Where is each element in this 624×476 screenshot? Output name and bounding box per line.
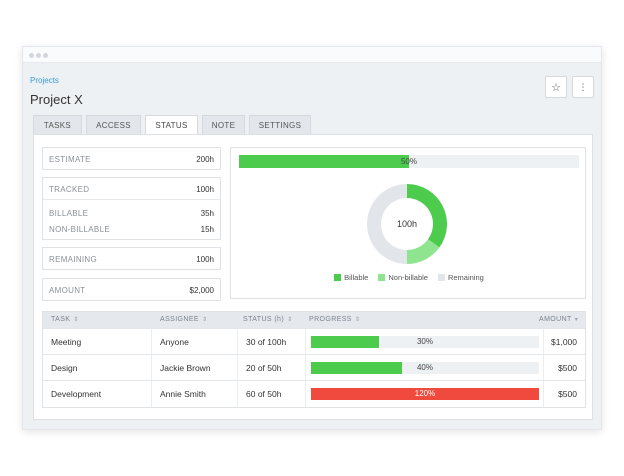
table-row[interactable]: Design Jackie Brown 20 of 50h 40% $500 [43, 354, 585, 381]
table-header: TASK ⇕ ASSIGNEE ⇕ STATUS (h) ⇕ PROGRESS ⇕ AM… [43, 312, 585, 328]
estimate-box: ESTIMATE 200h [42, 147, 221, 170]
task-progress-fill [311, 388, 539, 400]
chart-legend: Billable Non-billable Remaining [231, 273, 587, 282]
estimate-label: ESTIMATE [49, 155, 91, 164]
task-status: 30 of 100h [246, 337, 287, 347]
overall-progress-bar: 50% [239, 155, 579, 168]
task-assignee: Jackie Brown [160, 363, 211, 373]
amount-value: $2,000 [189, 286, 214, 295]
remaining-value: 100h [196, 255, 214, 264]
estimate-value: 200h [196, 155, 214, 164]
legend-swatch [334, 274, 342, 281]
favorite-button[interactable]: ☆ [545, 76, 567, 98]
tab-status[interactable]: STATUS [145, 115, 198, 135]
status-chart-card: 50% 100h Billable Non-billable Remaining [230, 147, 586, 299]
task-amount: $500 [558, 363, 577, 373]
task-progress-bar: 30% [311, 336, 539, 348]
legend-label: Billable [344, 273, 369, 282]
legend-item-remaining: Remaining [437, 273, 484, 282]
task-status: 60 of 50h [246, 389, 282, 399]
sort-icon: ⇕ [354, 317, 361, 323]
overall-progress-label: 50% [400, 157, 417, 166]
legend-swatch [378, 274, 386, 281]
time-donut-chart: 100h [367, 184, 447, 264]
sort-desc-icon: ▾ [574, 317, 579, 323]
task-name: Meeting [51, 337, 82, 347]
task-progress-bar: 40% [311, 362, 539, 374]
more-options-button[interactable]: ⋮ [572, 76, 594, 98]
breadcrumb[interactable]: Projects [30, 76, 59, 85]
sort-icon: ⇕ [287, 317, 293, 323]
header-progress[interactable]: PROGRESS ⇕ [309, 316, 361, 323]
tracked-box: TRACKED 100h BILLABLE 35h NON-BILLABLE 1… [42, 177, 221, 240]
task-name: Design [51, 363, 78, 373]
sort-icon: ⇕ [202, 317, 208, 323]
donut-slice-billable [407, 184, 447, 248]
task-progress-label: 40% [416, 363, 433, 372]
task-progress-label: 30% [416, 337, 433, 346]
tab-settings[interactable]: SETTINGS [249, 115, 311, 134]
legend-label: Remaining [447, 273, 484, 282]
task-progress-fill [311, 362, 403, 374]
status-panel: ESTIMATE 200h TRACKED 100h BILLABLE 35h … [33, 134, 593, 420]
tracked-label: TRACKED [49, 185, 90, 194]
non-billable-label: NON-BILLABLE [49, 225, 110, 234]
billable-label: BILLABLE [49, 209, 89, 218]
task-progress-fill [311, 336, 380, 348]
donut-slice-remaining [367, 184, 407, 264]
legend-item-billable: Billable [334, 273, 368, 282]
legend-item-non-billable: Non-billable [378, 273, 428, 282]
header-status[interactable]: STATUS (h) ⇕ [243, 316, 293, 323]
billable-value: 35h [200, 209, 214, 218]
non-billable-value: 15h [200, 225, 214, 234]
window-titlebar [23, 47, 601, 63]
tracked-value: 100h [196, 185, 214, 194]
header-assignee[interactable]: ASSIGNEE ⇕ [160, 316, 208, 323]
header-amount[interactable]: AMOUNT ▾ [539, 316, 579, 323]
tab-access[interactable]: ACCESS [86, 115, 141, 134]
task-name: Development [51, 389, 102, 399]
legend-label: Non-billable [388, 273, 428, 282]
task-assignee: Annie Smith [160, 389, 206, 399]
remaining-label: REMAINING [49, 255, 98, 264]
star-icon: ☆ [551, 81, 561, 94]
task-progress-bar: 120% [311, 388, 539, 400]
donut-center-label: 100h [397, 219, 417, 229]
more-vertical-icon: ⋮ [578, 82, 588, 92]
header-task[interactable]: TASK ⇕ [51, 316, 79, 323]
window-dot-icon [43, 53, 48, 58]
donut-slice-non-billable [407, 239, 440, 264]
task-status: 20 of 50h [246, 363, 282, 373]
task-assignee: Anyone [160, 337, 189, 347]
sort-icon: ⇕ [73, 317, 79, 323]
legend-swatch [437, 274, 445, 281]
amount-box: AMOUNT $2,000 [42, 278, 221, 301]
table-row[interactable]: Meeting Anyone 30 of 100h 30% $1,000 [43, 328, 585, 355]
overall-progress-fill [239, 155, 409, 168]
task-amount: $1,000 [551, 337, 577, 347]
tab-tasks[interactable]: TASKS [33, 115, 82, 134]
app-window: Projects Project X ☆ ⋮ TASKS ACCESS STAT… [22, 46, 602, 430]
remaining-box: REMAINING 100h [42, 247, 221, 270]
tab-note[interactable]: NOTE [202, 115, 245, 134]
window-dot-icon [29, 53, 34, 58]
page-title: Project X [30, 92, 83, 107]
amount-label: AMOUNT [49, 286, 86, 295]
window-dot-icon [36, 53, 41, 58]
table-row[interactable]: Development Annie Smith 60 of 50h 120% $… [43, 380, 585, 407]
task-amount: $500 [558, 389, 577, 399]
tasks-table: TASK ⇕ ASSIGNEE ⇕ STATUS (h) ⇕ PROGRESS ⇕ AM… [42, 311, 586, 408]
task-progress-label: 120% [414, 389, 436, 398]
